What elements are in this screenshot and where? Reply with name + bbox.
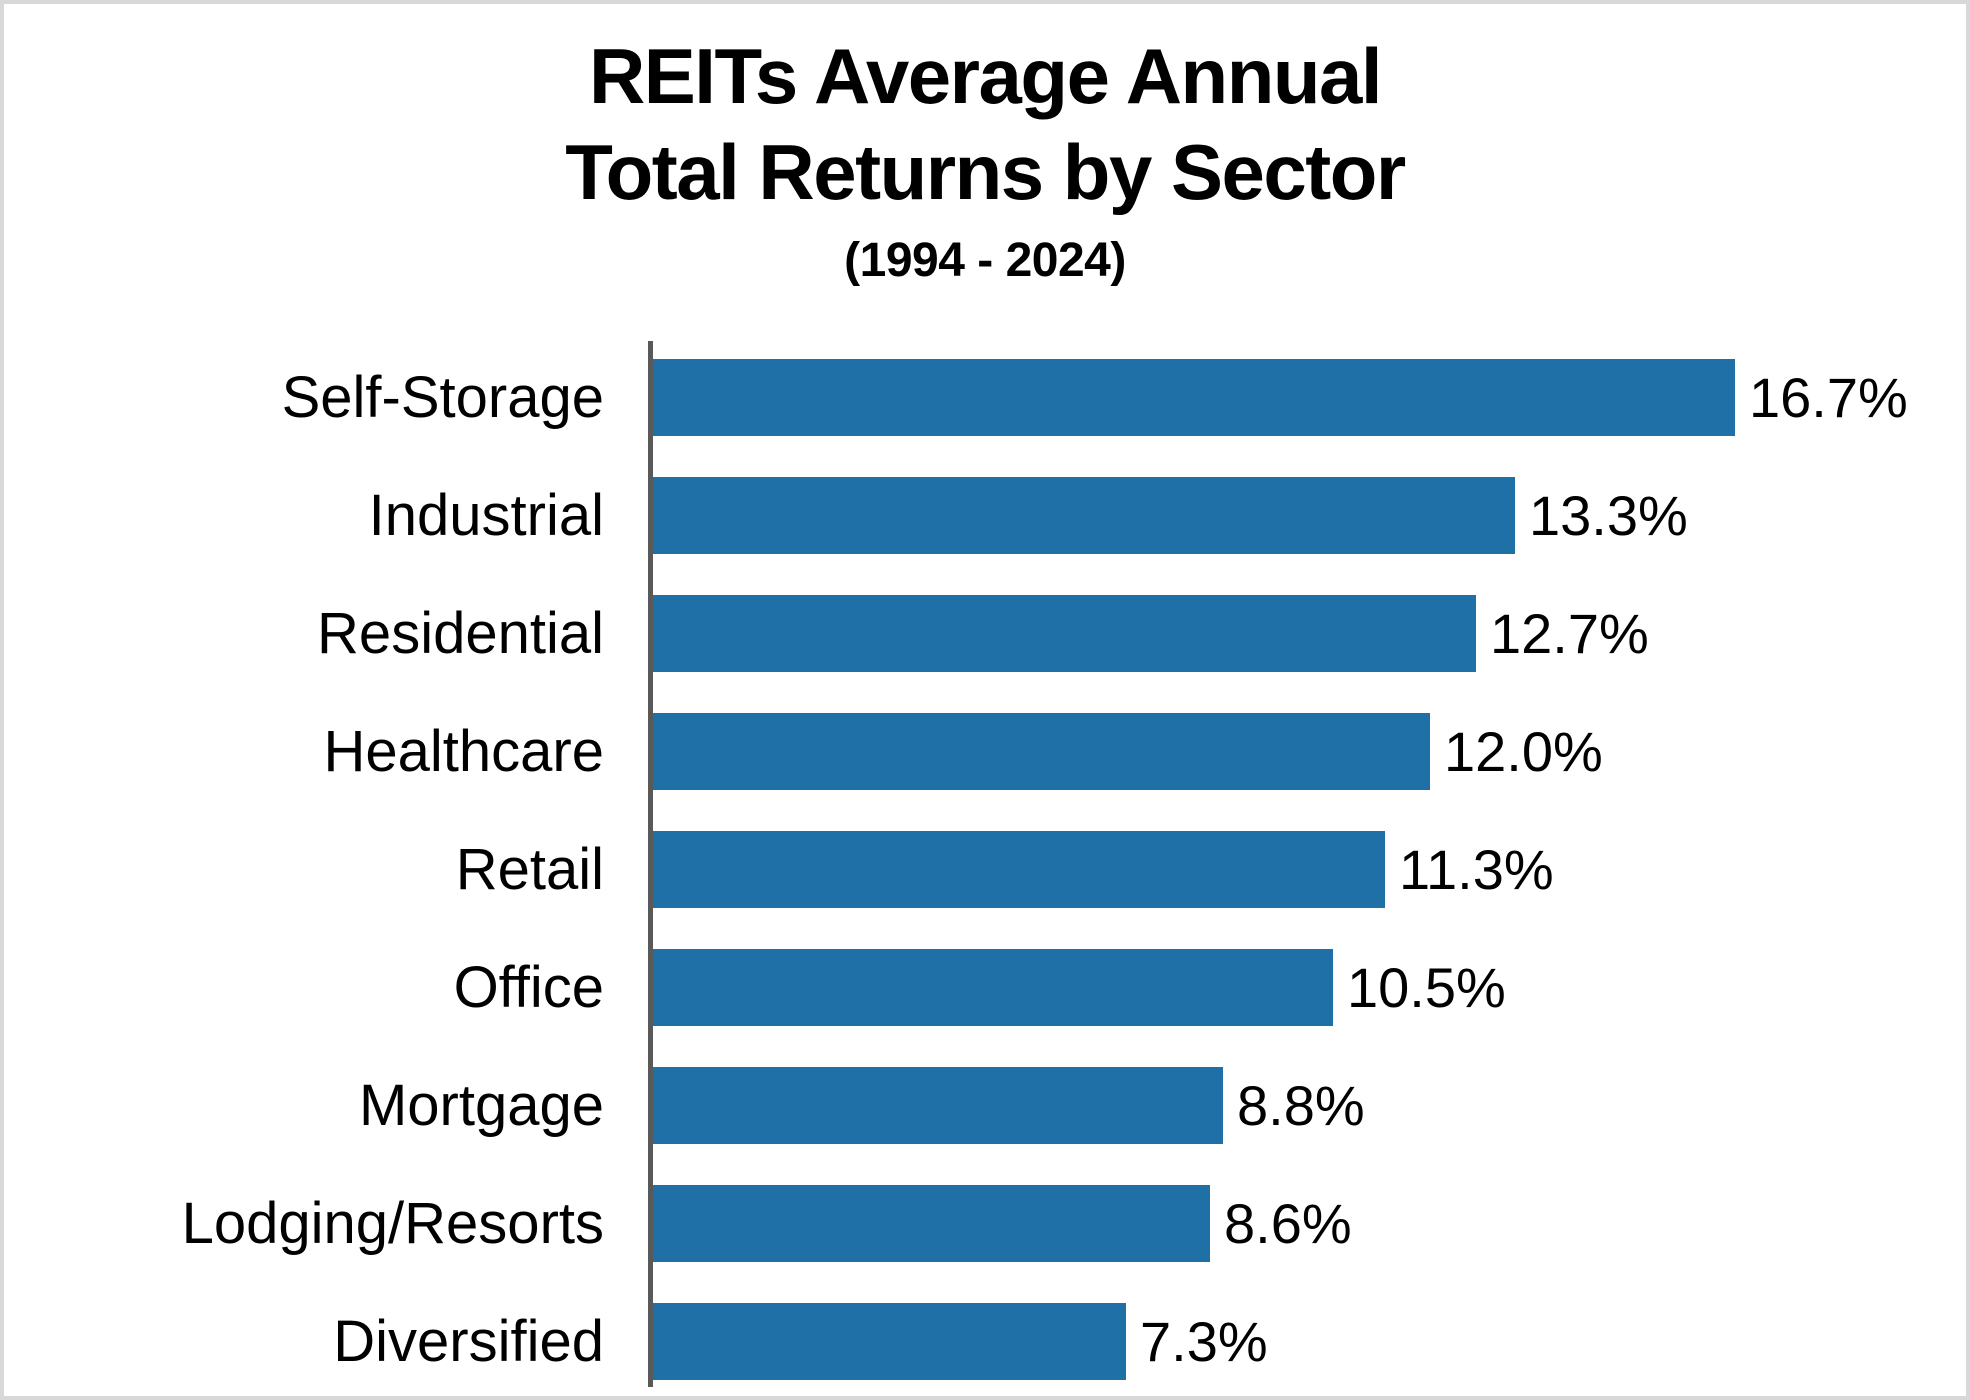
value-label: 11.3%	[1399, 838, 1554, 901]
category-label: Retail	[455, 837, 604, 902]
value-label: 8.8%	[1237, 1074, 1365, 1137]
y-axis-line	[648, 341, 653, 1387]
value-label: 12.7%	[1490, 602, 1649, 665]
value-label: 10.5%	[1347, 956, 1506, 1019]
category-label: Healthcare	[323, 719, 604, 784]
bar	[653, 713, 1430, 790]
category-label: Residential	[317, 601, 604, 666]
category-label: Office	[453, 955, 604, 1020]
category-label: Mortgage	[358, 1073, 604, 1138]
plot-area: Self-Storage 16.7% Industrial 13.3% Resident…	[4, 341, 1966, 1387]
category-label: Self-Storage	[281, 365, 604, 430]
bar	[653, 949, 1333, 1026]
chart-title-line-1: REITs Average Annual	[588, 32, 1383, 120]
bar	[653, 1067, 1223, 1144]
bar	[653, 595, 1476, 672]
bar	[653, 831, 1385, 908]
chart-subtitle: (1994 - 2024)	[844, 234, 1126, 287]
category-label: Lodging/Resorts	[181, 1191, 604, 1256]
category-label: Industrial	[368, 483, 604, 548]
chart-title-line-2: Total Returns by Sector	[565, 128, 1406, 216]
value-label: 12.0%	[1444, 720, 1603, 783]
chart-header: REITs Average Annual Total Returns by Se…	[4, 28, 1966, 288]
value-label: 7.3%	[1140, 1310, 1268, 1373]
bar	[653, 1185, 1210, 1262]
value-label: 13.3%	[1529, 484, 1688, 547]
bar	[653, 1303, 1126, 1380]
bar	[653, 359, 1735, 436]
value-label: 16.7%	[1749, 366, 1908, 429]
bar	[653, 477, 1515, 554]
value-label: 8.6%	[1224, 1192, 1352, 1255]
category-label: Diversified	[333, 1309, 604, 1374]
